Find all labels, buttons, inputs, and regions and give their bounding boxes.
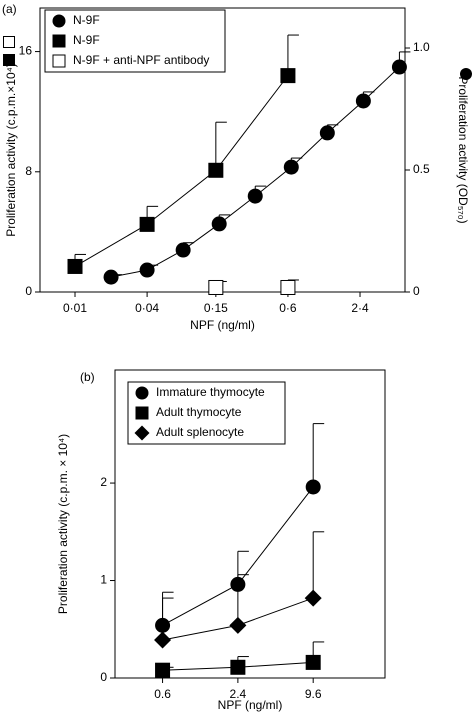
marker (304, 589, 322, 607)
marker (230, 659, 246, 675)
y-tick-label: 2 (100, 475, 107, 489)
marker (305, 654, 321, 670)
marker (103, 269, 119, 285)
y-tick-label: 0 (25, 284, 32, 298)
y-tick-label: 8 (25, 164, 32, 178)
marker (229, 616, 247, 634)
plot-frame (114, 369, 386, 679)
marker (3, 36, 15, 48)
marker (134, 425, 150, 441)
x-axis-label: NPF (ng/ml) (218, 698, 283, 712)
y-axis-label: Proliferation activity (c.p.m.×10⁴) (4, 63, 18, 237)
marker (355, 93, 371, 109)
marker (135, 386, 149, 400)
marker (283, 159, 299, 175)
legend-label: Adult thymocyte (156, 405, 242, 419)
error-bar (312, 531, 325, 599)
legend-box (127, 381, 286, 445)
x-axis-label: NPF (ng/ml) (190, 318, 255, 332)
panel-label: (a) (2, 2, 17, 16)
x-tick-label: 0·01 (63, 301, 87, 315)
marker (460, 68, 472, 80)
y2-tick-label: 0 (413, 284, 420, 298)
y2-tick-label: 1.0 (413, 40, 430, 54)
marker (280, 279, 296, 295)
marker (280, 68, 296, 84)
series-line (74, 75, 289, 267)
marker (305, 479, 321, 495)
marker (175, 242, 191, 258)
legend-box (44, 9, 226, 73)
marker (208, 162, 224, 178)
x-tick-label: 0.6 (154, 687, 171, 701)
marker (154, 631, 172, 649)
x-tick-label: 9.6 (305, 687, 322, 701)
panel-label: (b) (80, 370, 95, 384)
x-tick-label: 0·15 (204, 301, 228, 315)
legend-label: N-9F (73, 33, 100, 47)
y-tick-label: 1 (100, 573, 107, 587)
marker (247, 188, 263, 204)
marker (139, 216, 155, 232)
marker (67, 258, 83, 274)
x-tick-label: 0·6 (279, 301, 297, 315)
marker (208, 279, 224, 295)
marker (52, 34, 66, 48)
marker (52, 14, 66, 28)
marker (211, 216, 227, 232)
y2-axis-label: Proliferation activity (OD₅₇₀) (456, 76, 470, 223)
legend-label: Immature thymocyte (156, 385, 265, 399)
legend-label: Adult splenocyte (156, 425, 244, 439)
x-tick-label: 2·4 (351, 301, 369, 315)
x-tick-label: 2.4 (230, 687, 247, 701)
legend-label: N-9F (73, 13, 100, 27)
marker (52, 54, 66, 68)
marker (319, 125, 335, 141)
y-tick-label: 0 (100, 670, 107, 684)
legend-label: N-9F + anti-NPF antibody (73, 53, 209, 67)
y-tick-label: 16 (19, 44, 33, 58)
marker (391, 59, 407, 75)
y-axis-label: Proliferation activity (c.p.m. × 10⁴) (56, 434, 70, 614)
marker (3, 54, 15, 66)
y2-tick-label: 0.5 (413, 162, 430, 176)
x-tick-label: 0·04 (135, 301, 159, 315)
error-bar (215, 121, 227, 171)
marker (139, 262, 155, 278)
error-bar (312, 423, 325, 487)
marker (155, 662, 171, 678)
marker (135, 406, 149, 420)
series-line (110, 66, 400, 278)
